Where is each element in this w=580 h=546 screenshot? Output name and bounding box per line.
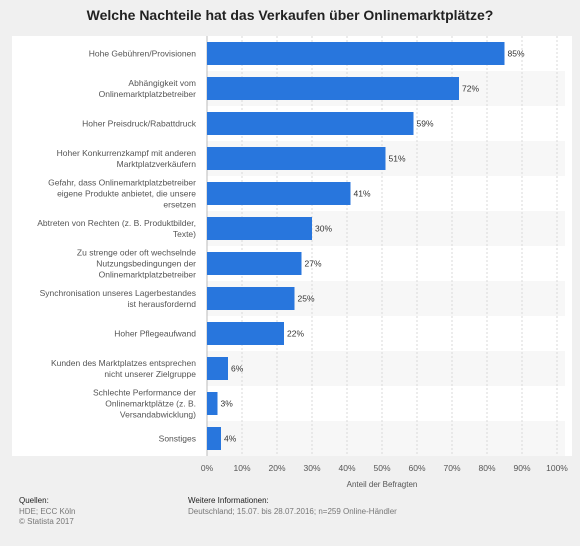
category-label: Onlinemarktplatzbetreiber: [99, 89, 196, 99]
bar: [207, 42, 505, 65]
x-tick-label: 100%: [546, 463, 568, 473]
category-label: Sonstiges: [159, 434, 196, 444]
bar-value-label: 27%: [305, 259, 322, 269]
bar-value-label: 51%: [389, 154, 406, 164]
category-label: Hoher Pflegeaufwand: [114, 329, 196, 339]
category-label: Kunden des Marktplatzes entsprechen: [51, 358, 196, 368]
category-label: Abhängigkeit vom: [128, 78, 196, 88]
category-label: ist herausfordernd: [127, 299, 196, 309]
category-label: Synchronisation unseres Lagerbestandes: [40, 288, 196, 298]
category-label: Nutzungsbedingungen der: [96, 259, 196, 269]
bar-value-label: 22%: [287, 329, 304, 339]
x-axis-title: Anteil der Befragten: [347, 480, 418, 489]
row-stripe: [207, 421, 565, 456]
bar: [207, 182, 351, 205]
x-tick-label: 80%: [478, 463, 495, 473]
x-tick-label: 0%: [201, 463, 214, 473]
x-tick-label: 60%: [408, 463, 425, 473]
category-label: Versandabwicklung): [120, 410, 196, 420]
category-label: Texte): [173, 229, 196, 239]
category-label: Hoher Preisdruck/Rabattdruck: [82, 119, 197, 129]
bar: [207, 252, 302, 275]
x-tick-label: 50%: [373, 463, 390, 473]
info-text: Deutschland; 15.07. bis 28.07.2016; n=25…: [188, 507, 397, 516]
bar: [207, 287, 295, 310]
category-label: Marktplatzverkäufern: [117, 159, 197, 169]
bar-value-label: 3%: [221, 399, 234, 409]
bar: [207, 112, 414, 135]
category-label: Zu strenge oder oft wechselnde: [77, 248, 196, 258]
category-label: Onlinemarktplatzbetreiber: [99, 270, 196, 280]
bar-value-label: 4%: [224, 434, 237, 444]
chart-title: Welche Nachteile hat das Verkaufen über …: [86, 7, 494, 23]
bar: [207, 357, 228, 380]
sources-line-2: © Statista 2017: [19, 517, 74, 526]
bar: [207, 77, 459, 100]
bar: [207, 147, 386, 170]
category-label: Hoher Konkurrenzkampf mit anderen: [57, 148, 197, 158]
bar-value-label: 25%: [298, 294, 315, 304]
x-tick-label: 70%: [443, 463, 460, 473]
category-label: ersetzen: [163, 200, 196, 210]
bar-value-label: 6%: [231, 364, 244, 374]
x-tick-label: 10%: [233, 463, 250, 473]
bar: [207, 392, 218, 415]
bar-value-label: 59%: [417, 119, 434, 129]
category-label: Hohe Gebühren/Provisionen: [89, 49, 197, 59]
category-label: Schlechte Performance der: [93, 388, 196, 398]
sources-line-1: HDE; ECC Köln: [19, 507, 76, 516]
bar-value-label: 30%: [315, 224, 332, 234]
bar-value-label: 41%: [354, 189, 371, 199]
x-tick-label: 40%: [338, 463, 355, 473]
category-label: Gefahr, dass Onlinemarktplatzbetreiber: [48, 178, 196, 188]
row-stripe: [207, 351, 565, 386]
x-tick-label: 20%: [268, 463, 285, 473]
category-label: Onlinemarktplätze (z. B.: [105, 399, 196, 409]
category-label: Abtreten von Rechten (z. B. Produktbilde…: [37, 218, 196, 228]
bar-value-label: 85%: [508, 49, 525, 59]
info-block: Weitere Informationen: Deutschland; 15.0…: [188, 496, 397, 517]
sources-block: Quellen: HDE; ECC Köln © Statista 2017: [19, 496, 75, 527]
bar: [207, 217, 312, 240]
category-label: nicht unserer Zielgruppe: [104, 369, 196, 379]
category-label: eigene Produkte anbietet, die unsere: [57, 189, 196, 199]
info-heading: Weitere Informationen:: [188, 496, 269, 505]
bar: [207, 322, 284, 345]
bar: [207, 427, 221, 450]
x-tick-label: 30%: [303, 463, 320, 473]
bar-value-label: 72%: [462, 84, 479, 94]
x-tick-label: 90%: [513, 463, 530, 473]
sources-heading: Quellen:: [19, 496, 49, 505]
